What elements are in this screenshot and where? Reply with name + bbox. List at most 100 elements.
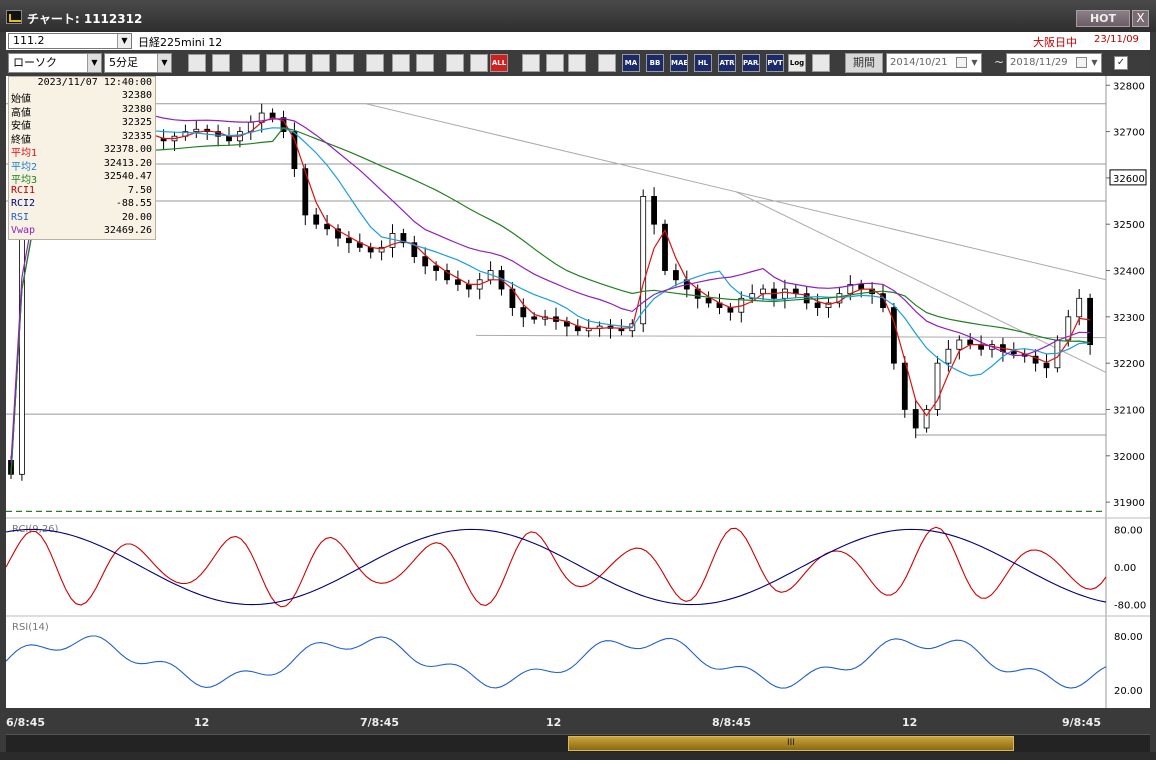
date-to-input[interactable]: 2018/11/29 ▼ bbox=[1006, 53, 1102, 73]
toolbar-button-25[interactable] bbox=[812, 54, 830, 72]
price-label: 32800 bbox=[1113, 81, 1145, 92]
toolbar-button-9[interactable] bbox=[416, 54, 434, 72]
candle-body bbox=[422, 256, 429, 267]
candle-body bbox=[291, 131, 298, 170]
rsi-axis-label: 80.00 bbox=[1114, 632, 1143, 643]
toolbar-button-13[interactable] bbox=[522, 54, 540, 72]
info-value: 32325 bbox=[121, 117, 152, 128]
toolbar-button-0[interactable] bbox=[188, 54, 206, 72]
toolbar-button-3[interactable] bbox=[266, 54, 284, 72]
toolbar-button-14[interactable] bbox=[546, 54, 564, 72]
price-label: 32100 bbox=[1113, 405, 1145, 416]
scrollbar-grip[interactable]: III bbox=[787, 738, 795, 748]
toolbar-button-19[interactable]: MAE bbox=[670, 54, 688, 72]
candle-body bbox=[651, 196, 657, 225]
toolbar-button-4[interactable] bbox=[288, 54, 306, 72]
scrollbar-thumb[interactable]: III bbox=[568, 736, 1014, 751]
chart-area[interactable]: 32800 32700 32600 32500 32400 32300 32200 32100… bbox=[6, 76, 1150, 708]
info-value: 32540.47 bbox=[103, 171, 152, 182]
toolbar-button-23[interactable]: PVT bbox=[766, 54, 784, 72]
info-value: 32378.00 bbox=[103, 144, 152, 155]
date-range-separator: ~ bbox=[994, 55, 1005, 69]
info-row: 終値 32335 bbox=[9, 131, 155, 146]
chevron-down-icon[interactable]: ▼ bbox=[157, 54, 171, 72]
toolbar-button-22[interactable]: PARA bbox=[742, 54, 760, 72]
info-row: 平均3 32540.47 bbox=[9, 171, 155, 186]
period-checkbox[interactable]: ✓ bbox=[1114, 56, 1128, 70]
price-label: 32200 bbox=[1113, 359, 1145, 370]
candle-body bbox=[411, 242, 418, 258]
chart-type-select[interactable]: ローソク ▼ bbox=[8, 53, 102, 73]
info-row: RCI1 7.50 bbox=[9, 185, 155, 198]
session-date: 23/11/09 bbox=[1094, 34, 1139, 45]
rsi-axis-label: 20.00 bbox=[1114, 686, 1143, 697]
symbol-name: 日経225mini 12 bbox=[138, 36, 223, 49]
info-value: 7.50 bbox=[127, 184, 152, 196]
hot-button[interactable]: HOT bbox=[1076, 10, 1130, 27]
toolbar-button-10[interactable] bbox=[446, 54, 464, 72]
info-value: 32380 bbox=[121, 90, 152, 101]
toolbar-button-18[interactable]: BB bbox=[646, 54, 664, 72]
toolbar-button-20[interactable]: HL bbox=[694, 54, 712, 72]
rci2-line bbox=[6, 528, 1107, 606]
title-bar: チャート: 1112312 HOT X bbox=[0, 0, 1156, 32]
toolbar-button-5[interactable] bbox=[312, 54, 330, 72]
close-button[interactable]: X bbox=[1132, 10, 1149, 27]
chevron-down-icon[interactable]: ▼ bbox=[971, 58, 978, 67]
time-tick-label: 9/8:45 bbox=[1062, 716, 1102, 729]
trend-line bbox=[735, 191, 1107, 373]
info-row: 始値 32380 bbox=[9, 90, 155, 105]
info-label: 平均2 bbox=[11, 161, 38, 173]
toolbar-button-17[interactable]: MA bbox=[622, 54, 640, 72]
toolbar-button-2[interactable] bbox=[242, 54, 260, 72]
toolbar-button-11[interactable] bbox=[470, 54, 488, 72]
chevron-down-icon[interactable]: ▼ bbox=[117, 34, 131, 48]
info-label: 高値 bbox=[11, 107, 31, 119]
toolbar-button-6[interactable] bbox=[336, 54, 354, 72]
toolbar-button-16[interactable] bbox=[598, 54, 616, 72]
info-value: 32413.20 bbox=[103, 157, 152, 169]
chart-canvas[interactable]: 32800 32700 32600 32500 32400 32300 32200 32100… bbox=[6, 76, 1150, 708]
period-button[interactable]: 期間 bbox=[845, 53, 883, 73]
calendar-icon[interactable] bbox=[1076, 57, 1087, 68]
window-bottom-edge bbox=[0, 752, 1156, 760]
current-price-box bbox=[1109, 169, 1147, 186]
vwap-line bbox=[10, 111, 1091, 463]
toolbar-button-1[interactable] bbox=[212, 54, 230, 72]
symbol-code: 111.2 bbox=[13, 34, 45, 47]
price-label: 31900 bbox=[1113, 498, 1145, 509]
candle-body bbox=[345, 237, 352, 244]
toolbar-button-21[interactable]: ATR bbox=[718, 54, 736, 72]
candle-body bbox=[967, 339, 974, 346]
candle-body bbox=[640, 196, 647, 325]
symbol-select[interactable]: 111.2 ▼ bbox=[8, 33, 132, 49]
toolbar-button-8[interactable] bbox=[392, 54, 410, 72]
candle-body bbox=[1065, 316, 1072, 341]
candle-body bbox=[880, 293, 886, 308]
rci-axis-label: 0.00 bbox=[1114, 563, 1136, 574]
candle-body bbox=[226, 135, 232, 142]
info-label: Vwap bbox=[11, 225, 36, 236]
chevron-down-icon[interactable]: ▼ bbox=[1091, 58, 1098, 67]
ma3-line bbox=[10, 127, 1091, 475]
candle-body bbox=[901, 362, 908, 410]
chevron-down-icon[interactable]: ▼ bbox=[87, 54, 101, 72]
date-from-input[interactable]: 2014/10/21 ▼ bbox=[886, 53, 982, 73]
toolbar-button-7[interactable] bbox=[366, 54, 384, 72]
candle-body bbox=[269, 112, 276, 119]
info-label: 平均1 bbox=[11, 148, 38, 159]
toolbar-button-12[interactable]: ALL bbox=[490, 54, 508, 72]
calendar-icon[interactable] bbox=[956, 57, 967, 68]
candle-body bbox=[520, 307, 527, 318]
ohlc-info-panel: 2023/11/07 12:40:00 始値 32380 高値 32380 安値 3232… bbox=[8, 76, 156, 240]
toolbar-button-15[interactable] bbox=[568, 54, 586, 72]
horizontal-scrollbar[interactable]: III bbox=[6, 734, 1150, 752]
interval-select[interactable]: 5分足 ▼ bbox=[104, 53, 172, 73]
rci1-line bbox=[6, 526, 1107, 608]
info-label: 安値 bbox=[11, 121, 31, 132]
candle-body bbox=[814, 302, 821, 308]
candle-body bbox=[1076, 297, 1083, 318]
candle-body bbox=[760, 288, 766, 295]
time-axis: 6/8:45 12 7/8:45 12 8/8:45 12 9/8:45 bbox=[6, 708, 1150, 734]
toolbar-button-24[interactable]: Log bbox=[788, 54, 806, 72]
